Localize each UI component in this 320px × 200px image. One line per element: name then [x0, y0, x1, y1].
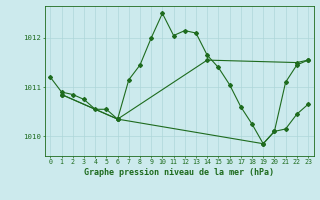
X-axis label: Graphe pression niveau de la mer (hPa): Graphe pression niveau de la mer (hPa)	[84, 168, 274, 177]
